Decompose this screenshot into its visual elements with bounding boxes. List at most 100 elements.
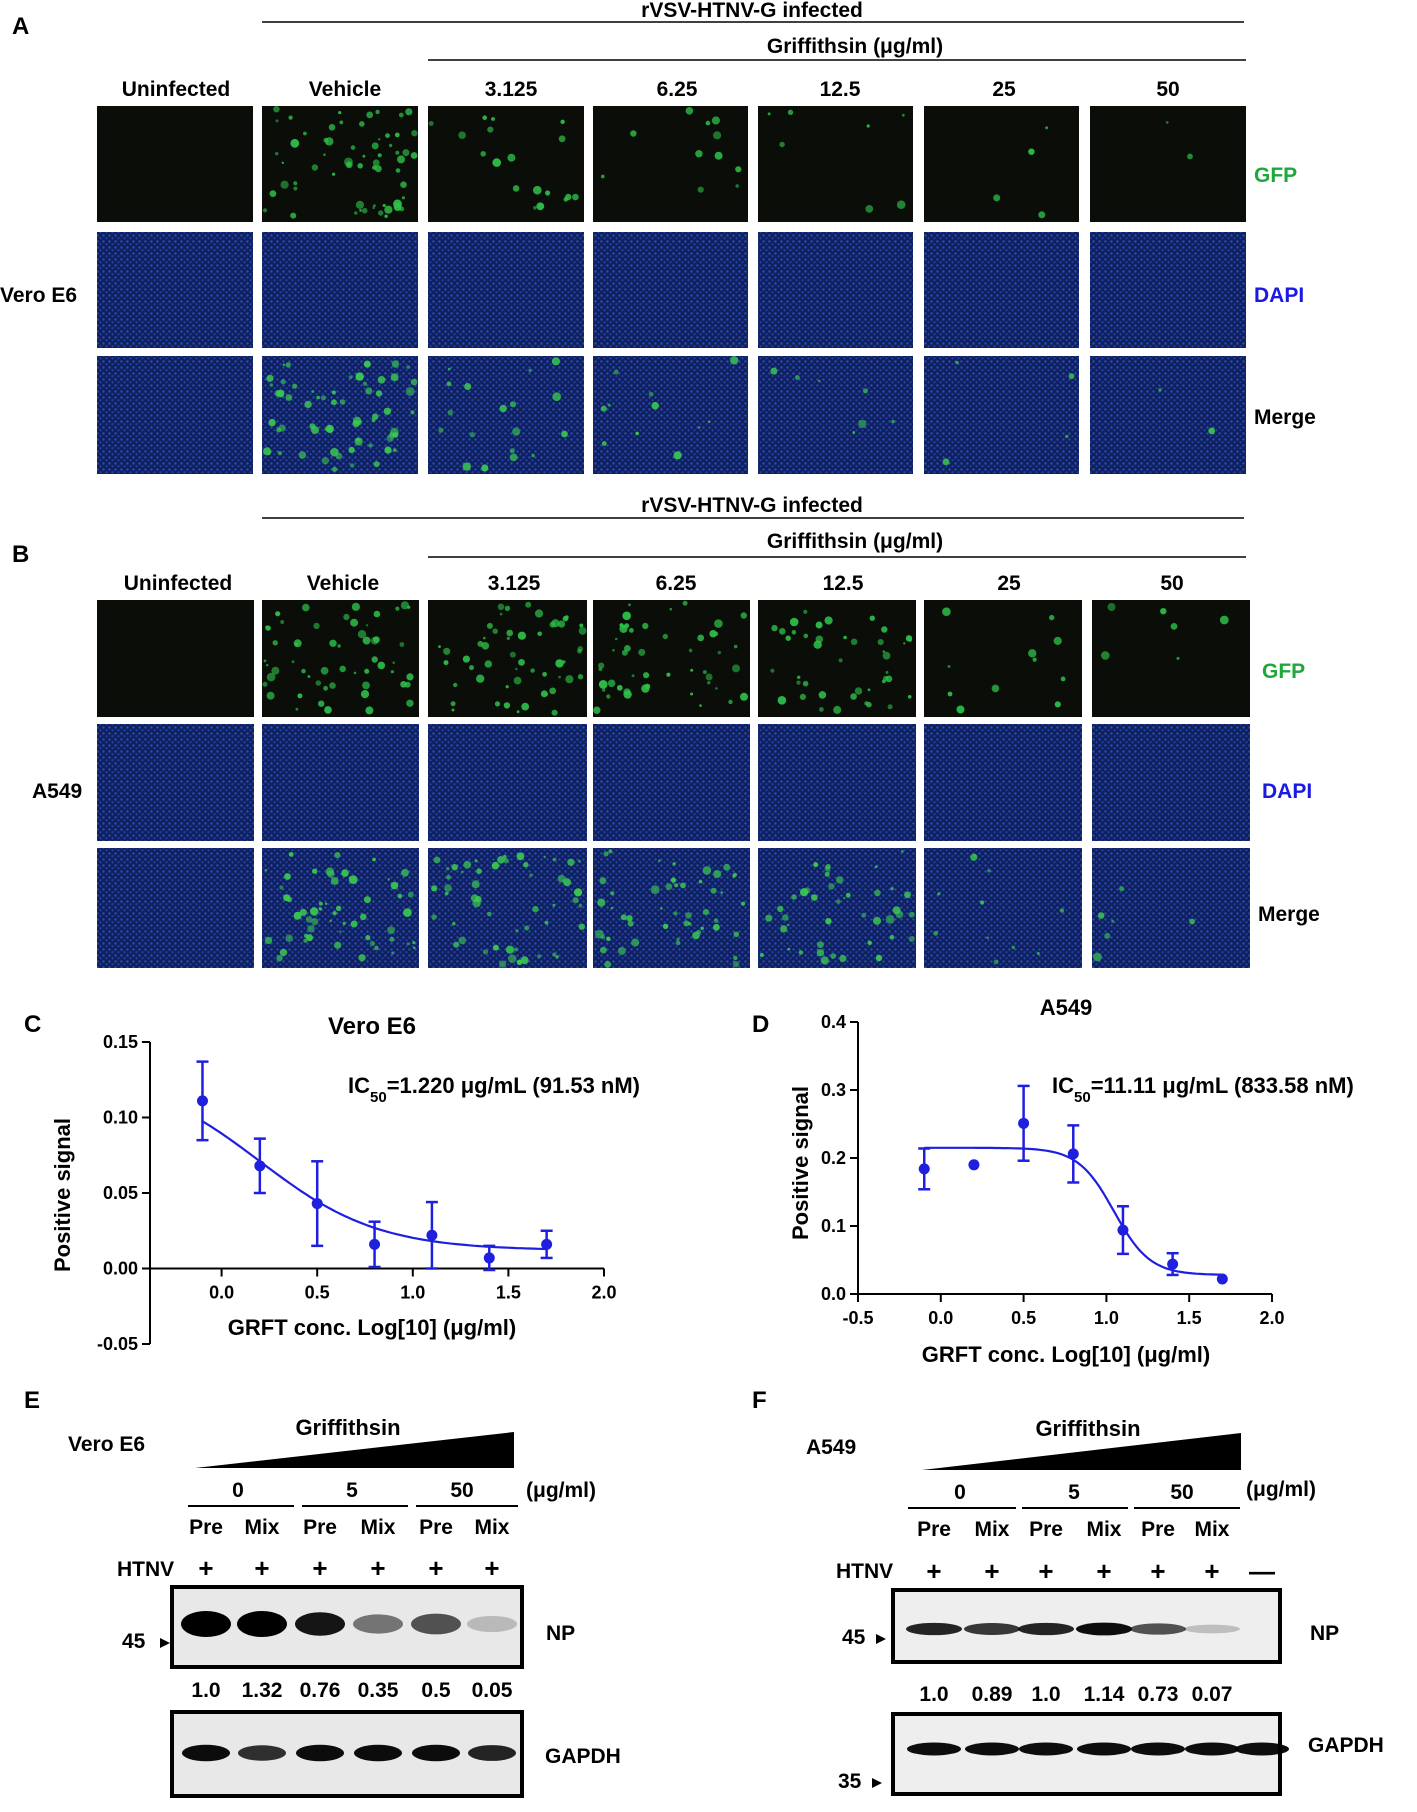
panel-f-condition-4: Pre (1141, 1518, 1175, 1541)
panel-e-quant-value-4: 0.5 (421, 1679, 451, 1702)
panel-c-xtick-label: 0.5 (305, 1283, 330, 1303)
panel-e-gapdh-band-1 (238, 1745, 286, 1761)
panel-c-data-point (254, 1160, 266, 1172)
panel-f-htnv-sign-6: — (1249, 1556, 1275, 1586)
panel-e-quant-value-3: 0.35 (358, 1679, 399, 1702)
panel-c-title: Vero E6 (328, 1013, 416, 1040)
panel-b-col-3125: 3.125 (488, 572, 541, 595)
panel-d-chart: A549 IC50=11.11 μg/mL (833.58 nM) GRFT c… (788, 995, 1354, 1367)
panel-f-gapdh-band-2 (1019, 1742, 1073, 1756)
panel-a-col-125: 12.5 (820, 78, 861, 101)
panel-e-condition-4: Pre (419, 1516, 453, 1539)
panel-f-np-band-2 (1018, 1622, 1074, 1636)
panel-e-htnv-sign-3: + (370, 1553, 385, 1583)
panel-a-image-r2-c0 (97, 356, 253, 474)
panel-b-image-r2-c0 (97, 848, 254, 968)
panel-c-ytick-label: 0.10 (103, 1108, 138, 1128)
panel-f-dose-0: 0 (954, 1481, 966, 1504)
panel-a-image-r2-c5 (924, 356, 1079, 474)
panel-a-image-grid (97, 106, 1246, 474)
panel-c-xtick-label: 0.0 (209, 1283, 234, 1303)
panel-b-row-gfp: GFP (1262, 660, 1305, 683)
panel-d-xtick-label: 1.0 (1094, 1308, 1119, 1328)
panel-e-cell-line: Vero E6 (68, 1433, 145, 1456)
panel-b-row-dapi: DAPI (1262, 780, 1312, 803)
panel-a-microscopy: rVSV-HTNV-G infected Griffithsin (μg/ml)… (0, 0, 1316, 474)
panel-a-image-r0-c2 (428, 106, 584, 222)
panel-f-marker-gapdh: 35 (838, 1770, 862, 1793)
panel-f-dose-5: 5 (1068, 1481, 1080, 1504)
panel-f-dose-labels: 0 5 50 (μg/ml) (954, 1478, 1316, 1504)
panel-e-gapdh-label: GAPDH (545, 1745, 621, 1768)
panel-b-image-r1-c0 (97, 724, 254, 841)
panel-e-condition-3: Mix (360, 1516, 395, 1539)
panel-a-col-3125: 3.125 (485, 78, 538, 101)
panel-f-gapdh-band-6 (1235, 1742, 1289, 1756)
panel-b-image-grid (97, 600, 1250, 968)
panel-f-htnv-sign-2: + (1038, 1556, 1053, 1586)
panel-f-condition-5: Mix (1194, 1518, 1229, 1541)
panel-f-htnv-sign-0: + (926, 1556, 941, 1586)
panel-c-xlabel: GRFT conc. Log[10] (μg/ml) (228, 1315, 516, 1340)
panel-a-infected-label: rVSV-HTNV-G infected (641, 0, 863, 22)
panel-b-image-r0-c5 (924, 600, 1082, 717)
panel-e-htnv-sign-1: + (254, 1553, 269, 1583)
panel-a-image-r0-c0 (97, 106, 253, 222)
panel-e-condition-1: Mix (244, 1516, 279, 1539)
panel-f-condition-3: Mix (1086, 1518, 1121, 1541)
panel-e-htnv-label: HTNV (117, 1558, 174, 1581)
panel-e-gapdh-band-4 (412, 1744, 460, 1762)
panel-e-np-blot (170, 1585, 524, 1669)
panel-f-np-band-5 (1184, 1624, 1240, 1634)
panel-a-image-r1-c0 (97, 232, 253, 348)
panel-a-row-dapi: DAPI (1254, 284, 1304, 307)
panel-b-column-headers: Uninfected Vehicle 3.125 6.25 12.5 25 50 (124, 572, 1184, 595)
panel-letter-d: D (752, 1011, 769, 1038)
panel-f-marker-arrow-np (876, 1634, 886, 1644)
panel-f-condition-1: Mix (974, 1518, 1009, 1541)
panel-b-image-r1-c1 (262, 724, 419, 841)
panel-letter-a: A (12, 13, 29, 40)
panel-a-image-r1-c1 (262, 232, 418, 348)
panel-a-image-r2-c4 (758, 356, 913, 474)
panel-e-dose-50: 50 (450, 1479, 473, 1502)
panel-d-xtick-label: 1.5 (1177, 1308, 1202, 1328)
panel-c-data-point (369, 1238, 381, 1250)
panel-letter-f: F (752, 1387, 767, 1414)
panel-e-np-band-1 (237, 1611, 287, 1637)
panel-b-infected-label: rVSV-HTNV-G infected (641, 494, 863, 517)
panel-d-data-point (1117, 1224, 1129, 1236)
panel-b-image-r2-c2 (428, 848, 587, 968)
panel-a-image-r2-c2 (428, 356, 584, 474)
panel-b-image-r0-c0 (97, 600, 254, 717)
panel-e-marker-arrow (160, 1638, 170, 1648)
panel-e-htnv-sign-4: + (428, 1553, 443, 1583)
panel-b-col-uninfected: Uninfected (124, 572, 233, 595)
panel-f-quant-value-2: 1.0 (1031, 1683, 1060, 1706)
panel-e-quant-value-0: 1.0 (191, 1679, 220, 1702)
panel-f-gapdh-band-1 (965, 1742, 1019, 1756)
panel-e-gapdh-band-2 (296, 1744, 344, 1762)
panel-f-htnv-signs: + + + + + + — (926, 1556, 1275, 1586)
panel-f-np-bands (906, 1622, 1240, 1636)
panel-c-chart: Vero E6 IC50=1.220 μg/mL (91.53 nM) GRFT… (50, 1013, 640, 1354)
panel-e-htnv-signs: + + + + + + (198, 1553, 499, 1583)
panel-a-col-25: 25 (992, 78, 1016, 101)
panel-b-image-r2-c1 (262, 848, 419, 968)
panel-f-gapdh-label: GAPDH (1308, 1734, 1384, 1757)
panel-f-np-band-1 (964, 1623, 1020, 1635)
panel-d-plot-area: 0.0 0.1 0.2 0.3 0.4 -0.5 0.0 0.5 1.0 1.5 2.0 (821, 1012, 1285, 1328)
panel-a-image-r1-c5 (924, 232, 1079, 348)
panel-b-image-r0-c4 (758, 600, 916, 717)
panel-e-condition-0: Pre (189, 1516, 223, 1539)
panel-e-dose-labels: 0 5 50 (μg/ml) (232, 1479, 596, 1502)
panel-b-col-25: 25 (997, 572, 1021, 595)
panel-a-col-50: 50 (1156, 78, 1179, 101)
panel-letter-b: B (12, 541, 29, 568)
panel-b-image-r0-c1 (262, 600, 419, 717)
panel-d-data-point (1216, 1273, 1228, 1285)
panel-c-ytick-label: -0.05 (97, 1334, 138, 1354)
panel-c-ytick-label: 0.15 (103, 1032, 138, 1052)
panel-a-row-merge: Merge (1254, 406, 1316, 429)
panel-c-data-point (311, 1198, 323, 1210)
